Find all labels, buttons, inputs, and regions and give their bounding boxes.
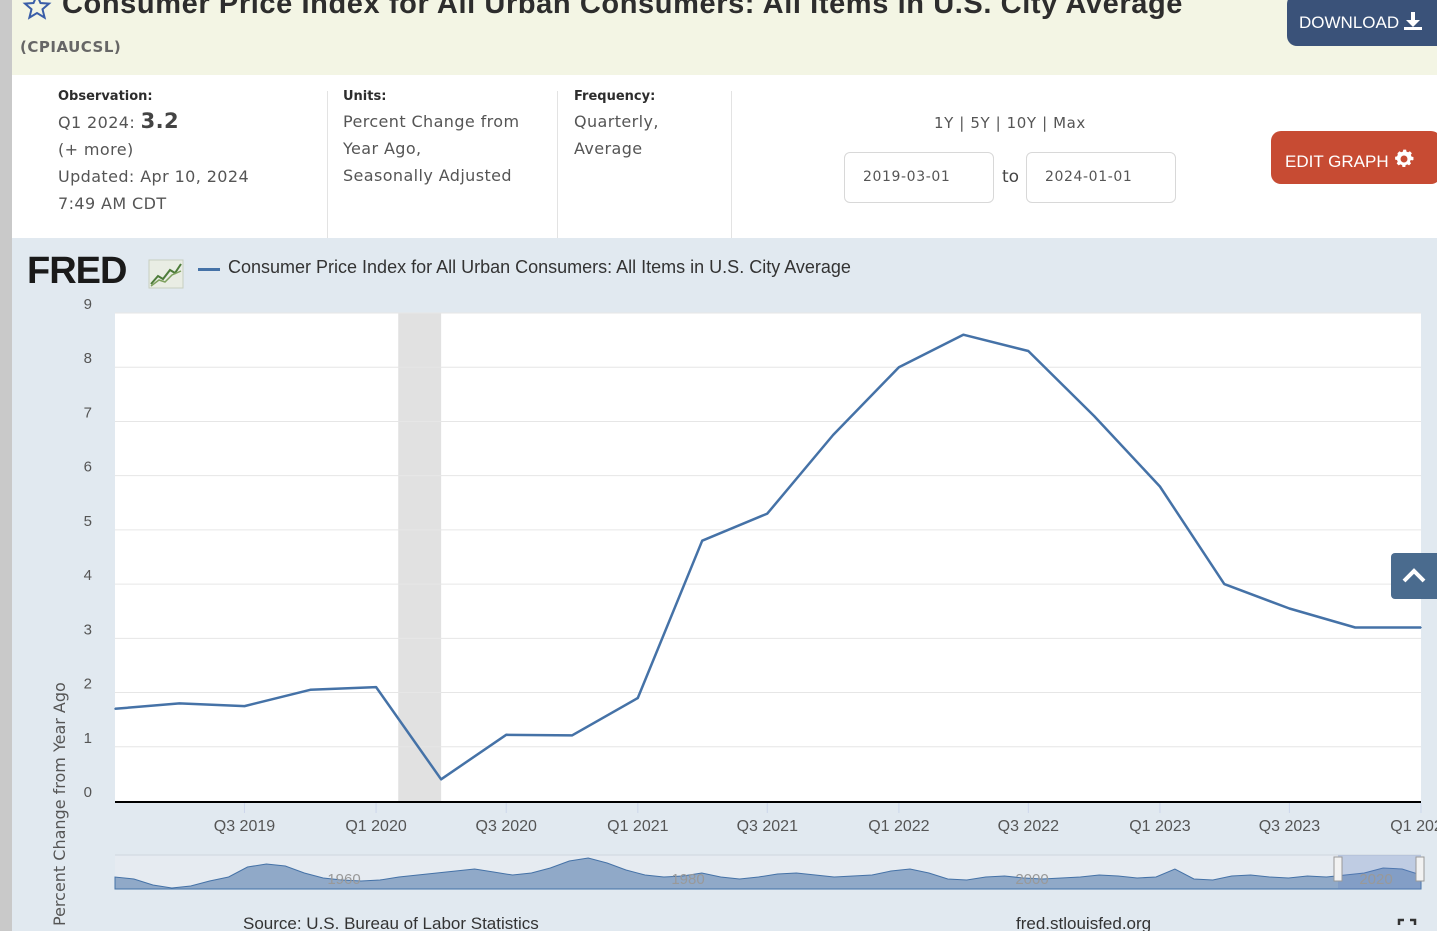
more-observations-link[interactable]: (+ more) xyxy=(58,140,134,159)
range-5y-link[interactable]: 5Y xyxy=(970,114,991,132)
units-line: Year Ago, xyxy=(343,139,422,158)
download-icon xyxy=(1404,12,1423,30)
gear-icon xyxy=(1394,149,1414,167)
download-button[interactable]: DOWNLOAD xyxy=(1287,0,1437,46)
units-block: Units: Percent Change from Year Ago, Sea… xyxy=(343,89,519,189)
graph-container: FRED Consumer Price Index for All Urban … xyxy=(12,238,1437,931)
range-10y-link[interactable]: 10Y xyxy=(1006,114,1037,132)
divider xyxy=(731,91,732,238)
fred-logo: FRED xyxy=(27,250,184,290)
y-axis-title: Percent Change from Year Ago xyxy=(50,682,69,926)
start-date-input[interactable]: 2019-03-01 xyxy=(844,152,994,203)
observation-value: 3.2 xyxy=(140,109,180,133)
series-id: (CPIAUCSL) xyxy=(20,38,122,56)
window-edge xyxy=(0,0,12,931)
observation-period: Q1 2024: xyxy=(58,113,136,132)
units-line: Seasonally Adjusted xyxy=(343,166,512,185)
range-1y-link[interactable]: 1Y xyxy=(934,114,954,132)
download-label: DOWNLOAD xyxy=(1299,13,1400,32)
series-header xyxy=(12,0,1437,75)
separator: | xyxy=(995,114,1002,132)
edit-graph-button[interactable]: EDIT GRAPH xyxy=(1271,131,1437,184)
divider xyxy=(557,91,558,238)
observation-label: Observation: xyxy=(58,89,153,104)
fred-logo-text: FRED xyxy=(27,250,126,290)
to-label: to xyxy=(1002,167,1020,187)
separator: | xyxy=(1042,114,1048,132)
divider xyxy=(327,91,328,238)
credit-text: fred.stlouisfed.org xyxy=(1016,914,1152,931)
range-links: 1Y | 5Y | 10Y | Max xyxy=(934,114,1086,132)
range-max-link[interactable]: Max xyxy=(1053,114,1086,132)
legend-series-name: Consumer Price Index for All Urban Consu… xyxy=(228,257,851,277)
updated-date: Apr 10, 2024 xyxy=(140,167,250,186)
end-date-input[interactable]: 2024-01-01 xyxy=(1026,152,1176,203)
units-line: Percent Change from xyxy=(343,112,520,131)
updated-label: Updated: xyxy=(58,167,135,186)
separator: | xyxy=(959,114,965,132)
scroll-to-top-button[interactable] xyxy=(1391,553,1437,599)
frequency-line: Quarterly, xyxy=(574,112,659,131)
star-icon[interactable] xyxy=(22,0,52,22)
series-info: Observation: Q1 2024: 3.2 (+ more) Updat… xyxy=(12,75,1437,238)
frequency-block: Frequency: Quarterly, Average xyxy=(574,89,659,162)
edit-graph-label: EDIT GRAPH xyxy=(1285,152,1389,171)
units-label: Units: xyxy=(343,89,387,104)
source-text: Source: U.S. Bureau of Labor Statistics xyxy=(243,914,539,931)
chevron-up-icon xyxy=(1402,568,1426,583)
fullscreen-icon[interactable] xyxy=(1397,918,1417,931)
frequency-label: Frequency: xyxy=(574,89,656,104)
legend-swatch xyxy=(198,268,220,271)
observation-block: Observation: Q1 2024: 3.2 (+ more) Updat… xyxy=(58,89,249,217)
updated-time: 7:49 AM CDT xyxy=(58,194,167,213)
frequency-line: Average xyxy=(574,139,643,158)
page-title: Consumer Price Index for All Urban Consu… xyxy=(62,0,1184,20)
